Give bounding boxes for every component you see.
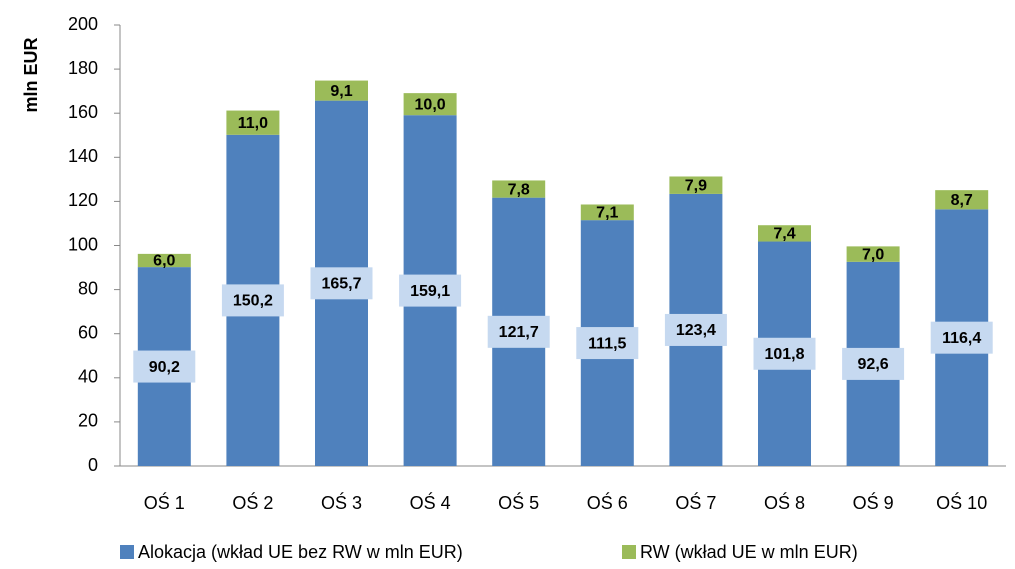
data-label: 7,9 xyxy=(685,177,707,194)
legend-label: RW (wkład UE w mln EUR) xyxy=(640,542,858,562)
y-tick-label: 80 xyxy=(78,278,98,298)
bar-segment xyxy=(935,190,989,210)
x-tick-label: OŚ 1 xyxy=(144,492,185,513)
data-label: 90,2 xyxy=(149,359,180,376)
data-label: 165,7 xyxy=(321,276,361,293)
bar-segment xyxy=(226,110,280,135)
y-tick-label: 0 xyxy=(88,455,98,475)
data-label-box xyxy=(221,284,284,317)
data-label-box xyxy=(487,315,550,348)
y-tick-label: 100 xyxy=(68,234,98,254)
bar-segment xyxy=(846,246,900,262)
data-label: 7,4 xyxy=(773,226,795,243)
x-tick-label: OŚ 5 xyxy=(498,492,539,513)
x-tick-label: OŚ 9 xyxy=(853,492,894,513)
x-tick-label: OŚ 4 xyxy=(410,492,451,513)
data-label: 101,8 xyxy=(764,346,804,363)
x-tick-label: OŚ 10 xyxy=(936,492,987,513)
y-axis-label: mln EUR xyxy=(21,37,41,112)
data-label: 121,7 xyxy=(499,324,539,341)
data-label: 10,0 xyxy=(415,96,446,113)
data-label: 116,4 xyxy=(942,330,981,347)
x-tick-label: OŚ 8 xyxy=(764,492,805,513)
data-label: 123,4 xyxy=(676,322,716,339)
data-label-box xyxy=(753,337,816,370)
data-label-box xyxy=(930,321,993,354)
bar-segment xyxy=(580,204,634,221)
y-tick-label: 140 xyxy=(68,146,98,166)
data-label: 11,0 xyxy=(238,115,268,132)
data-label: 7,0 xyxy=(862,246,884,263)
data-label-box xyxy=(310,267,373,300)
data-label: 150,2 xyxy=(233,293,273,310)
data-label: 159,1 xyxy=(410,283,450,300)
y-tick-label: 20 xyxy=(78,411,98,431)
data-label-box xyxy=(842,347,905,380)
y-tick-label: 180 xyxy=(68,58,98,78)
legend-label: Alokacja (wkład UE bez RW w mln EUR) xyxy=(138,542,463,562)
data-label-box xyxy=(133,350,196,383)
bar-segment xyxy=(137,253,191,268)
legend-swatch xyxy=(622,545,636,559)
data-label: 92,6 xyxy=(858,356,889,373)
bar-segment xyxy=(758,225,811,242)
y-tick-label: 160 xyxy=(68,102,98,122)
bar-segment xyxy=(403,93,457,116)
data-label: 6,0 xyxy=(153,253,175,270)
data-label-box xyxy=(664,313,727,346)
bar-segment xyxy=(492,180,546,198)
x-tick-label: OŚ 2 xyxy=(232,492,273,513)
bar-segment xyxy=(669,176,723,194)
legend-swatch xyxy=(120,545,134,559)
data-label: 9,1 xyxy=(330,83,352,100)
y-tick-label: 40 xyxy=(78,367,98,387)
data-label: 8,7 xyxy=(951,192,973,209)
x-tick-label: OŚ 7 xyxy=(675,492,716,513)
y-tick-label: 120 xyxy=(68,190,98,210)
data-label-box xyxy=(576,327,639,360)
data-label-box xyxy=(399,274,462,307)
bar-segment xyxy=(315,80,368,101)
x-tick-label: OŚ 3 xyxy=(321,492,362,513)
data-label: 7,1 xyxy=(596,205,618,222)
y-tick-label: 200 xyxy=(68,14,98,34)
data-label: 7,8 xyxy=(508,181,530,198)
data-label: 111,5 xyxy=(588,335,626,352)
y-tick-label: 60 xyxy=(78,322,98,342)
x-tick-label: OŚ 6 xyxy=(587,492,628,513)
